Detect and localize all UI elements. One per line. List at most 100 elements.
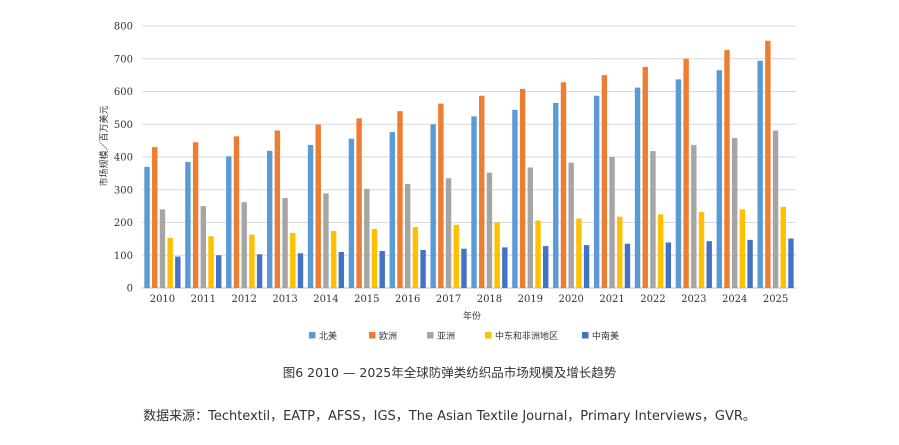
legend-swatch <box>369 332 376 339</box>
bar <box>192 142 199 288</box>
bar <box>379 250 385 288</box>
bar <box>453 224 459 288</box>
bar <box>216 255 222 288</box>
bar <box>412 227 419 288</box>
legend-label: 中南美 <box>592 330 619 342</box>
y-tick-label: 300 <box>114 185 133 196</box>
bar <box>691 144 697 288</box>
bar <box>486 172 493 288</box>
x-tick-label: 2013 <box>272 294 297 305</box>
x-tick-label: 2024 <box>722 294 747 305</box>
bar <box>185 161 191 288</box>
bar <box>731 138 738 288</box>
bar <box>553 102 559 289</box>
legend-swatch <box>582 332 589 339</box>
bar <box>657 214 664 288</box>
bar <box>430 124 436 288</box>
x-tick-label: 2015 <box>354 294 379 305</box>
bar <box>397 111 403 289</box>
bar <box>297 253 304 288</box>
bar <box>167 237 173 288</box>
bar <box>208 236 214 288</box>
bar <box>716 70 722 289</box>
bar <box>471 116 477 288</box>
legend-label: 北美 <box>319 330 337 342</box>
bar <box>739 209 746 288</box>
y-tick-label: 500 <box>114 120 133 131</box>
legend-label: 中东和非洲地区 <box>495 330 558 342</box>
legend: 北美 欧洲 亚洲 中东和非洲地区 中南美 <box>309 330 619 342</box>
bar <box>290 232 296 288</box>
bar <box>617 216 623 288</box>
bar <box>683 58 689 288</box>
x-tick-label: 2016 <box>395 294 420 305</box>
bar <box>266 150 273 288</box>
x-tick-label: 2018 <box>477 294 502 305</box>
legend-label: 欧洲 <box>379 330 397 342</box>
y-tick-label: 200 <box>114 218 133 229</box>
bar <box>461 248 467 288</box>
bar <box>330 231 337 288</box>
bar <box>144 166 150 288</box>
bar <box>502 247 508 288</box>
bar <box>159 209 166 288</box>
y-tick-label: 100 <box>114 251 133 262</box>
bar <box>665 242 672 288</box>
bar <box>772 130 779 288</box>
y-tick-label: 0 <box>127 284 133 295</box>
bar <box>307 144 314 288</box>
bar <box>747 239 753 288</box>
bar <box>675 79 682 288</box>
bar <box>479 95 485 288</box>
bar <box>323 193 329 288</box>
bar <box>200 206 207 288</box>
figure-caption: 图6 2010 — 2025年全球防弹类纺织品市场规模及增长趋势 <box>282 365 617 380</box>
bar <box>175 256 181 288</box>
legend-label: 亚洲 <box>437 331 455 342</box>
bar <box>527 167 534 288</box>
bar <box>765 40 771 288</box>
bar <box>420 250 426 288</box>
bar <box>226 156 232 288</box>
legend-swatch <box>485 332 492 339</box>
bar <box>364 188 370 288</box>
bar <box>560 82 567 288</box>
gridlines <box>142 25 796 289</box>
x-tick-label: 2014 <box>313 294 338 305</box>
x-axis-title: 年份 <box>463 310 481 322</box>
bar <box>593 95 600 288</box>
bar <box>249 234 255 288</box>
bar <box>438 103 444 289</box>
bar <box>601 75 608 288</box>
y-axis-ticks: 0 100 200 300 400 500 600 700 800 <box>114 22 133 295</box>
bar <box>282 197 288 288</box>
bar <box>568 162 574 288</box>
y-tick-label: 600 <box>114 87 133 98</box>
y-tick-label: 400 <box>114 153 133 164</box>
bar <box>576 218 582 288</box>
bar <box>624 243 631 288</box>
bar <box>650 151 656 288</box>
bar <box>389 132 395 288</box>
legend-swatch <box>427 332 434 339</box>
bar <box>152 147 158 288</box>
bars <box>144 40 794 289</box>
bar <box>512 109 518 288</box>
bar <box>583 245 590 288</box>
bar <box>338 251 345 288</box>
x-tick-label: 2025 <box>763 294 788 305</box>
x-tick-label: 2010 <box>150 294 175 305</box>
bar <box>543 246 549 288</box>
bar <box>519 88 526 288</box>
bar <box>724 49 730 288</box>
legend-swatch <box>309 332 316 339</box>
bar <box>706 241 712 288</box>
bar <box>404 183 411 288</box>
bar <box>780 206 786 288</box>
bar <box>356 118 362 288</box>
bar <box>634 87 641 288</box>
bar <box>256 254 263 288</box>
x-tick-label: 2020 <box>558 294 583 305</box>
x-tick-label: 2022 <box>640 294 665 305</box>
bar <box>348 138 355 288</box>
